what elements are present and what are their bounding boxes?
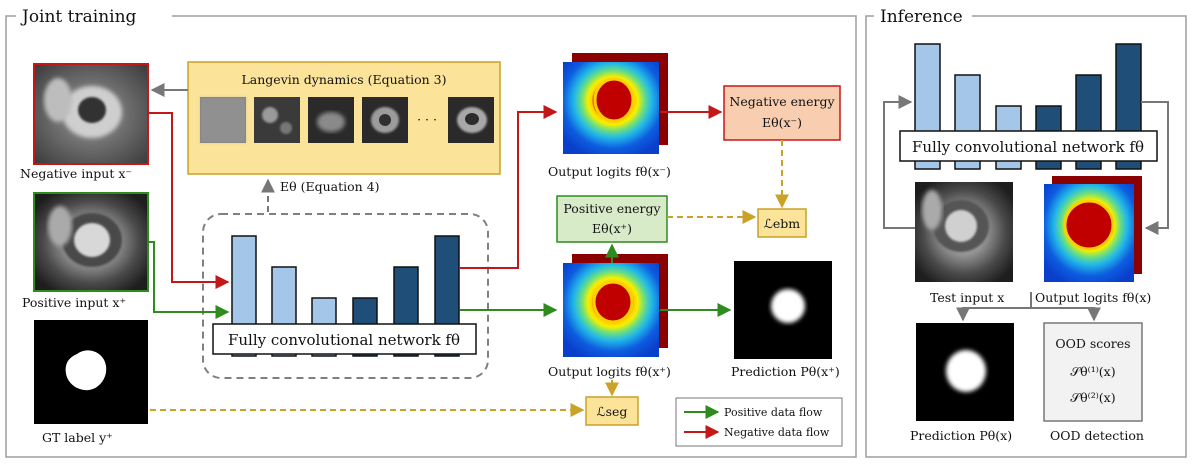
langevin-samples	[200, 97, 494, 143]
positive-energy-title: Positive energy	[563, 201, 661, 216]
legend-positive-label: Positive data flow	[724, 406, 823, 419]
ood-detection-label: OOD detection	[1050, 428, 1144, 443]
ood-score-2: 𝒮θ⁽²⁾(x)	[1070, 390, 1115, 405]
loss-seg-label: ℒseg	[597, 404, 628, 419]
fcn-to-logits-neg-arrow	[460, 105, 558, 269]
test-input-image	[915, 182, 1013, 282]
positive-energy-box	[556, 195, 668, 243]
fcn-dashed-container	[202, 213, 489, 379]
positive-to-fcn-arrow	[148, 241, 230, 319]
inference-title: Inference	[880, 7, 963, 27]
ood-scores-title: OOD scores	[1055, 336, 1130, 351]
output-logits-neg-image	[563, 53, 668, 154]
loss-ebm-box	[757, 208, 807, 238]
negative-energy-box	[723, 85, 841, 141]
positive-input-image	[33, 192, 149, 292]
negative-input-label: Negative input x⁻	[20, 166, 132, 181]
fcn-joint-label: Fully convolutional network fθ	[228, 331, 460, 349]
langevin-ellipsis: · · ·	[417, 112, 437, 127]
output-logits-pos-label: Output logits fθ(x⁺)	[548, 364, 671, 379]
test-input-label: Test input x	[930, 290, 1004, 305]
ood-score-1: 𝒮θ⁽¹⁾(x)	[1070, 364, 1115, 379]
legend: Positive data flow Negative data flow	[675, 397, 843, 447]
negative-energy-formula: Eθ(x⁻)	[762, 115, 802, 130]
fcn-joint-box	[212, 323, 477, 355]
langevin-dynamics-title: Langevin dynamics (Equation 3)	[242, 72, 447, 87]
legend-negative-label: Negative data flow	[724, 426, 830, 439]
negative-input-image	[33, 63, 149, 165]
logits-to-ood-arrow	[1031, 307, 1101, 322]
negative-energy-title: Negative energy	[729, 94, 835, 109]
fcn-inference-label: Fully convolutional network fθ	[912, 138, 1144, 156]
ood-scores-box	[1043, 322, 1143, 422]
output-logits-x-image	[1044, 176, 1142, 282]
prediction-x-image	[916, 323, 1014, 421]
fcn-inference-box	[899, 130, 1158, 162]
joint-training-title: Joint training	[20, 7, 137, 27]
output-logits-pos-image	[563, 254, 668, 357]
loss-ebm-label: ℒebm	[764, 216, 800, 231]
prediction-x-label: Prediction Pθ(x)	[910, 428, 1012, 443]
loss-seg-box	[585, 396, 639, 426]
inference-panel	[865, 15, 1187, 458]
fcn-to-logits-x-arrow	[1141, 101, 1169, 235]
prediction-pos-image	[734, 261, 832, 359]
positive-input-label: Positive input x⁺	[22, 295, 126, 310]
output-logits-neg-label: Output logits fθ(x⁻)	[548, 164, 671, 179]
negative-to-fcn-arrow	[148, 112, 230, 289]
output-logits-x-label: Output logits fθ(x)	[1035, 290, 1151, 305]
positive-energy-formula: Eθ(x⁺)	[592, 221, 632, 236]
gt-label-image	[34, 320, 148, 424]
energy-eq4-label: Eθ (Equation 4)	[280, 179, 380, 194]
prediction-pos-label: Prediction Pθ(x⁺)	[731, 364, 840, 379]
logits-to-prediction-x-arrow	[956, 292, 1032, 322]
joint-training-panel	[5, 15, 857, 458]
gt-label-text: GT label y⁺	[42, 430, 113, 445]
test-to-fcn-arrow	[883, 95, 915, 229]
